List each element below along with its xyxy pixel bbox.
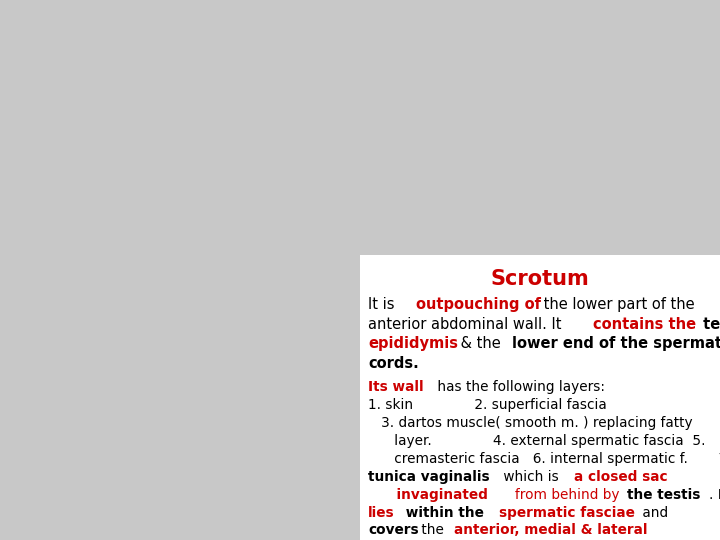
- Text: outpouching of: outpouching of: [416, 297, 541, 312]
- Bar: [360, 255, 720, 540]
- Text: covers: covers: [368, 523, 418, 537]
- Text: the testis: the testis: [627, 488, 701, 502]
- Text: anterior abdominal wall. It: anterior abdominal wall. It: [368, 316, 566, 332]
- Text: 3. dartos muscle( smooth m. ) replacing fatty: 3. dartos muscle( smooth m. ) replacing …: [368, 416, 693, 430]
- Text: spermatic fasciae: spermatic fasciae: [499, 505, 634, 519]
- Text: & the: & the: [456, 336, 505, 352]
- Text: a closed sac: a closed sac: [574, 470, 667, 484]
- Text: lower end of the spermatic: lower end of the spermatic: [512, 336, 720, 352]
- Text: the: the: [417, 523, 449, 537]
- Text: and: and: [637, 505, 667, 519]
- Text: from behind by: from behind by: [515, 488, 619, 502]
- Text: anterior, medial & lateral: anterior, medial & lateral: [454, 523, 648, 537]
- Text: It is: It is: [368, 297, 399, 312]
- Text: cremasteric fascia   6. internal spermatic f.       7.: cremasteric fascia 6. internal spermatic…: [368, 451, 720, 465]
- Text: testes,: testes,: [698, 316, 720, 332]
- Text: the lower part of the: the lower part of the: [539, 297, 694, 312]
- Text: cords.: cords.: [368, 356, 419, 371]
- Text: has the following layers:: has the following layers:: [433, 380, 606, 394]
- Text: Its wall: Its wall: [368, 380, 423, 394]
- Text: contains the: contains the: [593, 316, 696, 332]
- Text: tunica vaginalis: tunica vaginalis: [368, 470, 490, 484]
- Text: invaginated: invaginated: [368, 488, 492, 502]
- Text: Scrotum: Scrotum: [490, 269, 590, 289]
- Text: within the: within the: [400, 505, 488, 519]
- Text: lies: lies: [368, 505, 395, 519]
- Text: 1. skin              2. superficial fascia: 1. skin 2. superficial fascia: [368, 398, 607, 411]
- Text: layer.              4. external spermatic fascia  5.: layer. 4. external spermatic fascia 5.: [368, 434, 706, 448]
- Text: which is: which is: [499, 470, 563, 484]
- Text: epididymis: epididymis: [368, 336, 458, 352]
- Text: . It: . It: [709, 488, 720, 502]
